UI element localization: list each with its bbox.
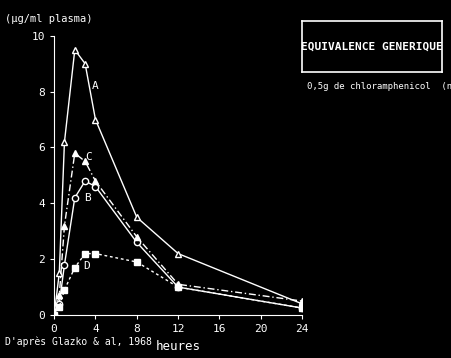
Text: D: D [83, 261, 90, 271]
Text: (µg/ml plasma): (µg/ml plasma) [5, 14, 92, 24]
Text: D'après Glazko & al, 1968: D'après Glazko & al, 1968 [5, 337, 152, 347]
Text: B: B [84, 193, 91, 203]
Text: 0,5g de chloramphenicol  (n = 10): 0,5g de chloramphenicol (n = 10) [307, 82, 451, 91]
Text: A: A [91, 81, 98, 91]
Text: EQUIVALENCE GENERIQUE: EQUIVALENCE GENERIQUE [301, 42, 443, 52]
Text: C: C [85, 152, 92, 162]
X-axis label: heures: heures [156, 340, 201, 353]
